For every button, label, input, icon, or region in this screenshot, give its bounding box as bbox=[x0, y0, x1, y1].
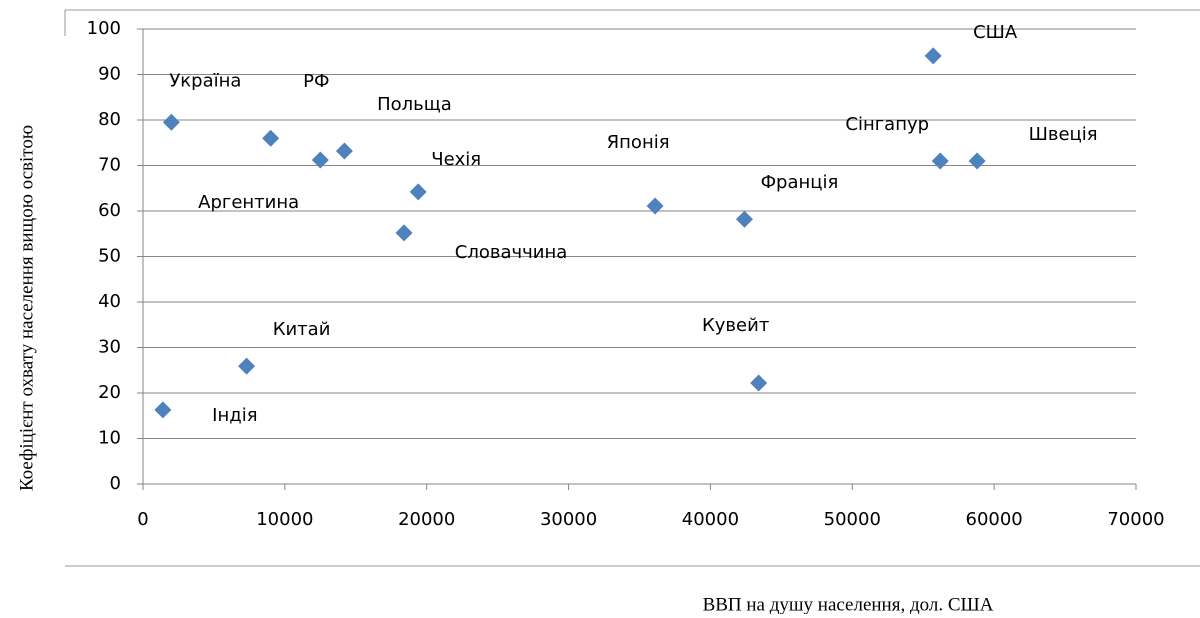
point bbox=[238, 357, 256, 375]
point bbox=[931, 152, 949, 170]
point bbox=[262, 129, 280, 147]
x-tick-label: 70000 bbox=[1107, 509, 1164, 530]
y-tick-label: 20 bbox=[98, 382, 121, 403]
y-tick-label: 90 bbox=[98, 64, 121, 85]
point bbox=[154, 401, 172, 419]
y-axis-title: Коефіцієнт охвату населення вищою освіто… bbox=[16, 125, 37, 491]
point-label: Сінгапур bbox=[845, 114, 929, 135]
x-tick-label: 20000 bbox=[398, 509, 455, 530]
x-tick-label: 30000 bbox=[540, 509, 597, 530]
point-label: Чехія bbox=[431, 149, 481, 170]
point-label: Польща bbox=[377, 94, 452, 115]
point-label: Китай bbox=[273, 319, 331, 340]
point bbox=[750, 374, 768, 392]
point bbox=[735, 210, 753, 228]
x-tick-label: 40000 bbox=[682, 509, 739, 530]
point bbox=[646, 197, 664, 215]
point-label: Швеція bbox=[1029, 124, 1098, 145]
y-tick-label: 40 bbox=[98, 291, 121, 312]
point-label: Кувейт bbox=[702, 315, 769, 336]
y-tick-label: 10 bbox=[98, 428, 121, 449]
point-label: РФ bbox=[303, 71, 329, 92]
y-tick-label: 70 bbox=[98, 155, 121, 176]
x-tick-label: 50000 bbox=[824, 509, 881, 530]
y-tick-label: 100 bbox=[87, 18, 121, 39]
y-tick-label: 80 bbox=[98, 109, 121, 130]
point bbox=[409, 183, 427, 201]
point-label: Японія bbox=[607, 132, 670, 153]
point bbox=[162, 113, 180, 131]
point bbox=[335, 142, 353, 160]
point-label: США bbox=[973, 22, 1018, 43]
point bbox=[924, 47, 942, 65]
point-label: Україна bbox=[169, 70, 241, 91]
point-label: Індія bbox=[212, 405, 257, 426]
y-tick-label: 0 bbox=[110, 473, 121, 494]
point-label: Словаччина bbox=[455, 242, 568, 263]
x-tick-label: 10000 bbox=[256, 509, 313, 530]
point-label: Франція bbox=[761, 172, 839, 193]
point bbox=[311, 151, 329, 169]
x-tick-label: 60000 bbox=[966, 509, 1023, 530]
point bbox=[395, 224, 413, 242]
x-tick-label: 0 bbox=[137, 509, 148, 530]
y-tick-label: 30 bbox=[98, 337, 121, 358]
y-tick-label: 60 bbox=[98, 200, 121, 221]
point-label: Аргентина bbox=[198, 192, 299, 213]
y-tick-label: 50 bbox=[98, 246, 121, 267]
point bbox=[968, 152, 986, 170]
x-axis-title: ВВП на душу населення, дол. США bbox=[703, 594, 994, 614]
